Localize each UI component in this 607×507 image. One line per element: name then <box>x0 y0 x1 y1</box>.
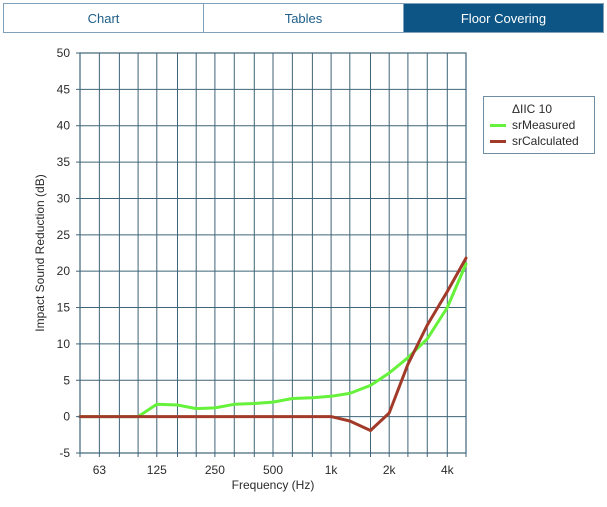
legend-swatch-calculated <box>490 139 506 143</box>
data-point <box>464 262 468 266</box>
data-point <box>446 306 449 309</box>
data-point <box>464 256 468 260</box>
y-tick-label: 35 <box>57 155 71 169</box>
legend-label-measured: srMeasured <box>512 118 576 132</box>
data-point <box>176 403 179 407</box>
data-point <box>271 400 275 404</box>
data-point <box>348 419 352 423</box>
data-point <box>136 415 140 418</box>
x-tick-label: 63 <box>93 463 107 477</box>
legend-item-measured: srMeasured <box>490 117 588 133</box>
data-point <box>155 415 159 418</box>
data-point <box>98 415 101 418</box>
data-point <box>253 402 256 405</box>
data-point <box>426 323 429 327</box>
y-tick-label: 50 <box>57 46 71 60</box>
data-point <box>348 392 352 395</box>
data-point <box>406 363 410 366</box>
data-point <box>213 406 217 410</box>
y-tick-label: 20 <box>57 264 71 278</box>
y-tick-label: 10 <box>57 337 71 351</box>
data-point <box>213 415 217 418</box>
data-point <box>253 415 256 418</box>
data-point <box>311 415 314 418</box>
tab-floor-covering[interactable]: Floor Covering <box>404 4 603 32</box>
legend-title: ΔIIC 10 <box>512 102 553 116</box>
y-axis-ticks: -5 0 5 10 15 20 25 30 35 40 45 50 <box>57 46 80 460</box>
data-point <box>329 415 333 418</box>
x-axis-ticks: 63 125 250 500 1k 2k 4k <box>79 453 467 477</box>
view-tabs: Chart Tables Floor Covering <box>3 3 604 33</box>
y-tick-label: 15 <box>57 301 71 315</box>
data-point <box>387 371 391 375</box>
y-axis-label: Impact Sound Reduction (dB) <box>33 174 47 331</box>
data-point <box>118 415 121 418</box>
y-tick-label: 45 <box>57 82 71 96</box>
y-tick-label: 0 <box>63 410 70 424</box>
y-tick-label: 40 <box>57 119 71 133</box>
chart-grid <box>79 52 467 454</box>
x-tick-label: 1k <box>325 463 339 477</box>
legend-item-calculated: srCalculated <box>490 133 588 149</box>
data-point <box>233 415 236 418</box>
y-tick-label: 5 <box>63 373 70 387</box>
data-point <box>406 356 410 359</box>
x-tick-label: 250 <box>205 463 225 477</box>
x-axis-label: Frequency (Hz) <box>232 478 315 492</box>
data-point <box>194 415 198 418</box>
legend-swatch-measured <box>490 123 506 127</box>
legend-label-calculated: srCalculated <box>512 134 579 148</box>
chart-legend: ΔIIC 10 srMeasured srCalculated <box>483 96 595 154</box>
data-point <box>291 397 294 400</box>
tab-chart[interactable]: Chart <box>4 4 204 32</box>
data-point <box>387 411 391 415</box>
data-point <box>446 290 449 293</box>
data-point <box>291 415 294 418</box>
data-point <box>426 337 429 341</box>
data-point <box>369 429 372 432</box>
data-point <box>194 407 198 410</box>
data-point <box>176 415 179 418</box>
y-tick-label: 30 <box>57 191 71 205</box>
data-point <box>271 415 275 418</box>
data-point <box>311 396 314 399</box>
tab-tables[interactable]: Tables <box>204 4 404 32</box>
x-tick-label: 2k <box>383 463 397 477</box>
impact-sound-chart: -5 0 5 10 15 20 25 30 35 40 45 50 63 125 250 500 1k 2k 4k… <box>33 46 468 492</box>
data-point <box>369 384 372 387</box>
x-tick-label: 125 <box>147 463 167 477</box>
data-point <box>233 403 236 406</box>
y-tick-label: -5 <box>59 446 70 460</box>
x-tick-label: 500 <box>263 463 283 477</box>
y-tick-label: 25 <box>57 228 71 242</box>
data-point <box>329 395 333 398</box>
x-tick-label: 4k <box>441 463 455 477</box>
data-point <box>155 403 159 406</box>
